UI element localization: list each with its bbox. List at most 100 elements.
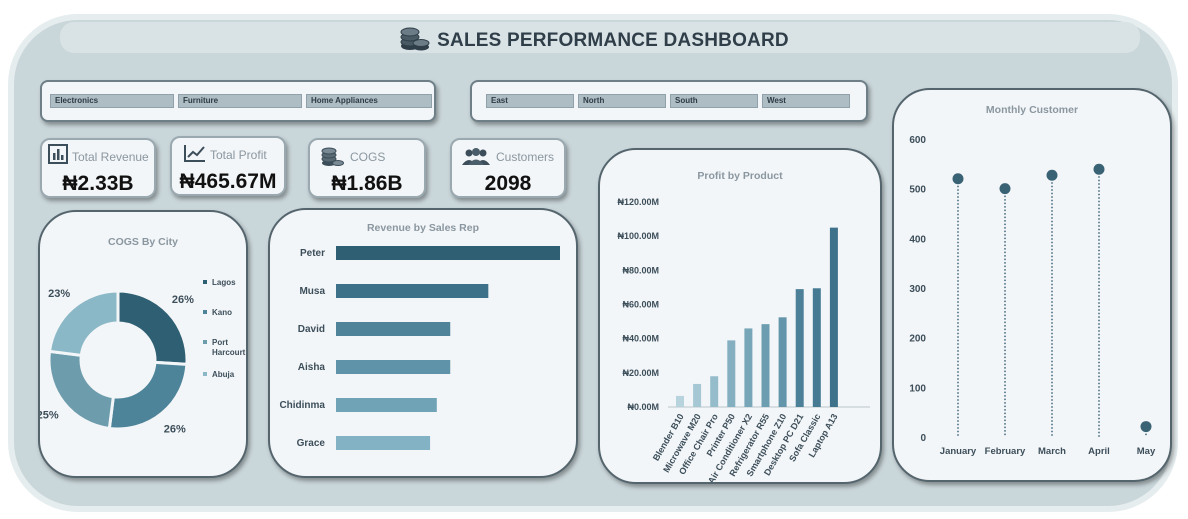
y-tick-label: 300 — [909, 284, 926, 295]
category-slicer: Electronics Furniture Home Appliances — [40, 80, 436, 122]
bar-desktop-pc-d21 — [795, 289, 804, 407]
bar-smartphone-z10 — [778, 317, 787, 407]
slicer-item-furniture[interactable]: Furniture — [178, 94, 302, 108]
bar-peter — [336, 246, 560, 260]
pie-slice-abuja — [47, 289, 120, 358]
coins-icon — [320, 146, 344, 173]
bar-label-david: David — [298, 324, 325, 335]
region-slicer: East North South West — [470, 80, 868, 122]
bar-chidinma — [336, 398, 437, 412]
kpi-cogs-value: ₦1.86B — [331, 172, 403, 195]
x-tick-label: January — [940, 446, 977, 457]
bar-label-musa: Musa — [299, 286, 325, 297]
point-january — [952, 173, 964, 185]
page-title: SALES PERFORMANCE DASHBOARD — [0, 24, 1188, 58]
bar-label-aisha: Aisha — [298, 362, 326, 373]
legend-swatch-lagos — [203, 280, 207, 284]
page-title-text: SALES PERFORMANCE DASHBOARD — [437, 30, 789, 52]
monthly-customer-chart: 0 100 200 300 400 500 600 January February March A… — [909, 135, 1156, 457]
legend-swatch-port-harcourt — [203, 340, 207, 344]
bar-refrigerator-r55 — [761, 324, 770, 407]
cogs-by-city-title: COGS By City — [107, 236, 178, 248]
bar-label-peter: Peter — [300, 248, 325, 259]
bar-grace — [336, 436, 431, 450]
bar-laptop-a13 — [829, 227, 838, 407]
kpi-revenue-value: ₦2.33B — [62, 172, 134, 195]
x-tick-label: May — [1137, 446, 1156, 457]
line-chart-icon — [184, 144, 206, 167]
y-tick-label: ₦60.00M — [622, 300, 659, 310]
bar-david — [336, 322, 451, 336]
legend-label-kano: Kano — [212, 308, 232, 317]
legend-label-abuja: Abuja — [212, 370, 235, 379]
point-may — [1140, 421, 1152, 433]
y-tick-label: 600 — [909, 135, 926, 146]
pie-label-port-harcourt: 25% — [40, 410, 59, 422]
y-tick-label: ₦20.00M — [622, 368, 659, 378]
monthly-customer-panel: Monthly Customer 0 100 200 300 400 500 600 Janu… — [892, 88, 1172, 482]
bar-label-grace: Grace — [297, 438, 326, 449]
kpi-customers-value: 2098 — [484, 172, 532, 195]
bar-chart-icon — [48, 144, 68, 169]
y-tick-label: 0 — [920, 433, 926, 444]
legend-swatch-abuja — [203, 372, 207, 376]
bar-sofa-classic — [812, 288, 821, 407]
kpi-customers: Customers 2098 — [450, 138, 566, 198]
y-tick-label: 400 — [909, 234, 926, 245]
kpi-profit-value: ₦465.67M — [179, 170, 277, 193]
profit-by-product-panel: Profit by Product ₦0.00M ₦20.00M ₦40.00M ₦6… — [598, 148, 882, 484]
slicer-item-electronics[interactable]: Electronics — [50, 94, 174, 108]
monthly-customer-title: Monthly Customer — [985, 104, 1079, 116]
people-icon — [460, 148, 492, 171]
bar-printer-p50 — [727, 340, 736, 407]
pie-label-abuja: 23% — [48, 288, 70, 300]
kpi-total-revenue: Total Revenue ₦2.33B — [40, 138, 156, 198]
point-february — [999, 183, 1011, 195]
y-tick-label: ₦40.00M — [622, 334, 659, 344]
kpi-revenue-label: Total Revenue — [72, 150, 149, 164]
cogs-by-city-panel: COGS By City 26% 26% 25% 23% Lagos Kano PortHa… — [38, 210, 248, 478]
kpi-cogs-label: COGS — [350, 150, 386, 164]
y-tick-label: 200 — [909, 334, 926, 345]
pie-label-kano: 26% — [164, 424, 186, 436]
y-tick-label: ₦80.00M — [622, 265, 659, 275]
profit-by-product-title: Profit by Product — [697, 170, 783, 182]
legend-swatch-kano — [203, 310, 207, 314]
slicer-item-home-appliances[interactable]: Home Appliances — [306, 94, 432, 108]
slicer-item-north[interactable]: North — [578, 94, 666, 108]
slicer-item-west[interactable]: West — [762, 94, 850, 108]
bar-office-chair-pro — [710, 376, 719, 407]
legend-label-port-harcourt: Port Harcourt — [212, 338, 246, 357]
y-tick-label: ₦0.00M — [627, 402, 659, 412]
bar-aisha — [336, 360, 451, 374]
slicer-item-south[interactable]: South — [670, 94, 758, 108]
y-tick-label: 100 — [909, 383, 926, 394]
kpi-customers-label: Customers — [496, 150, 555, 164]
x-tick-label: April — [1088, 446, 1110, 457]
coins-icon — [399, 24, 431, 58]
kpi-cogs: COGS ₦1.86B — [308, 138, 426, 198]
revenue-by-rep-chart: Peter Musa David Aisha Chidinma Grace — [279, 246, 560, 450]
kpi-profit-label: Total Profit — [210, 148, 267, 162]
x-tick-label: March — [1038, 446, 1066, 457]
pie-slice-kano — [107, 360, 189, 431]
title-bar — [60, 22, 1140, 53]
bar-musa — [336, 284, 489, 298]
bar-label-chidinma: Chidinma — [279, 400, 325, 411]
slicer-item-east[interactable]: East — [486, 94, 574, 108]
y-tick-label: 500 — [909, 185, 926, 196]
y-tick-label: ₦100.00M — [617, 231, 659, 241]
kpi-total-profit: Total Profit ₦465.67M — [170, 136, 286, 196]
pie-label-lagos: 26% — [172, 294, 194, 306]
revenue-by-rep-panel: Revenue by Sales Rep Peter Musa David Aisha… — [268, 208, 578, 478]
pie-slice-lagos — [116, 289, 189, 366]
bar-microwave-m20 — [693, 383, 702, 407]
x-tick-label: February — [985, 446, 1026, 457]
point-april — [1093, 163, 1105, 175]
revenue-by-rep-title: Revenue by Sales Rep — [366, 222, 480, 234]
legend-label-lagos: Lagos — [212, 278, 236, 287]
bar-blender-b10 — [676, 395, 684, 407]
bar-air-conditioner-x2 — [744, 328, 753, 407]
point-march — [1046, 169, 1058, 181]
